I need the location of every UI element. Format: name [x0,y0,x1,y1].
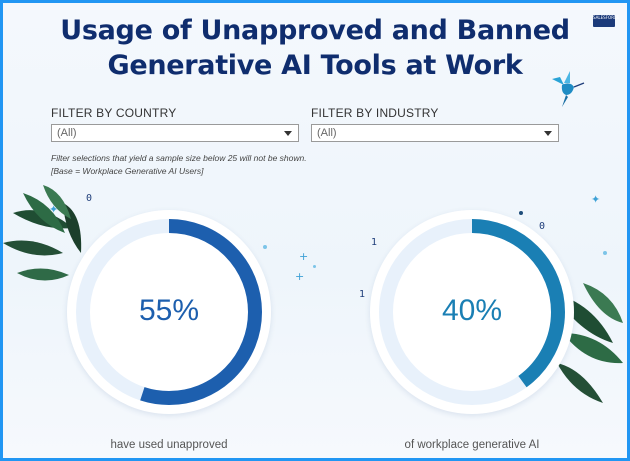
binary-digit: 0 [539,221,546,232]
binary-digit: 0 [86,193,93,204]
sparkle-icon: ✦ [49,203,59,216]
sparkle-dot-icon [313,265,316,268]
chevron-down-icon [284,131,292,136]
gauge-value: 55% [138,294,200,327]
binary-digit: 1 [371,237,378,248]
title-line-2: Generative AI Tools at Work [107,50,523,81]
hummingbird-icon [552,71,585,107]
industry-filter: FILTER BY INDUSTRY (All) [311,106,559,142]
brand-logo: SALESFORCE [593,15,619,27]
sparkle-icon: ✦ [591,193,601,206]
gauge-caption: have used unapproved [110,439,228,451]
industry-select-value: (All) [317,127,337,139]
leaves-left-icon [3,185,82,281]
gauge-caption: of workplace generative AI [404,439,540,451]
sample-size-note: Filter selections that yield a sample si… [51,153,307,163]
gauge-workplace-ai: 40% [370,210,574,414]
base-note: [Base = Workplace Generative AI Users] [51,166,204,176]
industry-filter-label: FILTER BY INDUSTRY [311,106,439,120]
page-title: Usage of Unapproved and Banned Generativ… [3,13,627,83]
binary-digit: 1 [359,289,366,300]
gauge-arc [76,219,262,405]
title-line-1: Usage of Unapproved and Banned [60,15,570,46]
chevron-down-icon [544,131,552,136]
gauge-ring [379,219,565,405]
industry-select[interactable]: (All) [311,124,559,142]
gauge-arc [379,219,565,405]
gauge-unapproved: 55% [67,210,271,414]
gauge-value: 40% [441,294,503,327]
country-select[interactable]: (All) [51,124,299,142]
country-filter-label: FILTER BY COUNTRY [51,106,177,120]
sparkle-dot-icon [519,211,523,215]
country-filter: FILTER BY COUNTRY (All) [51,106,299,142]
sparkle-icon: + [299,250,309,263]
sparkle-dot-icon [603,251,607,255]
sparkle-dot-icon [263,245,267,249]
country-select-value: (All) [57,127,77,139]
gauge-ring [76,219,262,405]
sparkle-icon: + [295,270,305,283]
